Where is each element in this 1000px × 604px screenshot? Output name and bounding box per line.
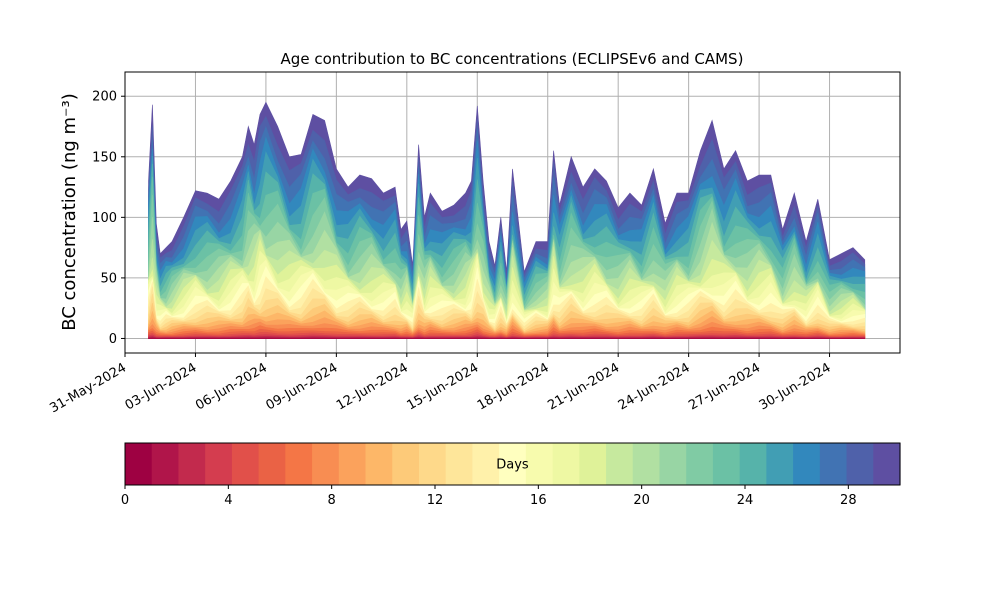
colorbar-swatch — [686, 443, 713, 485]
x-tick-label: 27-Jun-2024 — [686, 360, 763, 413]
y-tick-label: 150 — [92, 150, 117, 165]
colorbar-swatch — [366, 443, 393, 485]
y-axis-label: BC concentration (ng m⁻³) — [59, 93, 80, 331]
colorbar-swatch — [766, 443, 793, 485]
colorbar-swatch — [205, 443, 232, 485]
colorbar-swatch — [285, 443, 312, 485]
x-tick-label: 24-Jun-2024 — [616, 360, 693, 413]
x-tick-label: 06-Jun-2024 — [193, 360, 270, 413]
colorbar-swatch — [633, 443, 660, 485]
colorbar-swatch — [312, 443, 339, 485]
colorbar-swatch — [713, 443, 740, 485]
colorbar-swatch — [847, 443, 874, 485]
colorbar-swatch — [606, 443, 633, 485]
colorbar-tick-label: 12 — [427, 493, 444, 508]
colorbar-swatch — [446, 443, 473, 485]
colorbar-swatch — [125, 443, 152, 485]
y-tick-label: 100 — [92, 211, 117, 226]
x-tick-label: 30-Jun-2024 — [757, 360, 834, 413]
x-tick-label: 09-Jun-2024 — [264, 360, 341, 413]
colorbar-swatch — [419, 443, 446, 485]
stacked-age-areas — [149, 102, 865, 338]
x-tick-label: 03-Jun-2024 — [123, 360, 200, 413]
x-tick-label: 31-May-2024 — [47, 360, 129, 416]
x-tick-label: 21-Jun-2024 — [545, 360, 622, 413]
colorbar-label: Days — [496, 458, 529, 473]
colorbar-tick-label: 20 — [633, 493, 650, 508]
colorbar-tick-label: 4 — [224, 493, 232, 508]
colorbar-tick-label: 8 — [328, 493, 336, 508]
colorbar-swatch — [740, 443, 767, 485]
colorbar-tick-label: 16 — [530, 493, 547, 508]
colorbar-tick-label: 24 — [737, 493, 754, 508]
x-axis: 31-May-202403-Jun-202406-Jun-202409-Jun-… — [47, 353, 833, 416]
colorbar-swatch — [659, 443, 686, 485]
x-tick-label: 15-Jun-2024 — [404, 360, 481, 413]
colorbar-swatch — [820, 443, 847, 485]
y-tick-label: 50 — [100, 271, 117, 286]
colorbar-swatch — [526, 443, 553, 485]
colorbar: 0 4 8 12 16 20 24 28 Days — [121, 443, 901, 508]
colorbar-swatch — [178, 443, 205, 485]
colorbar-swatch — [579, 443, 606, 485]
x-tick-label: 12-Jun-2024 — [334, 360, 411, 413]
colorbar-swatch — [232, 443, 259, 485]
x-tick-label: 18-Jun-2024 — [475, 360, 552, 413]
y-tick-label: 0 — [109, 332, 117, 347]
colorbar-tick-label: 0 — [121, 493, 129, 508]
colorbar-swatch — [793, 443, 820, 485]
colorbar-swatch — [392, 443, 419, 485]
colorbar-tick-label: 28 — [840, 493, 857, 508]
colorbar-swatch — [259, 443, 286, 485]
y-tick-label: 200 — [92, 90, 117, 105]
colorbar-swatch — [339, 443, 366, 485]
y-axis: 0 50 100 150 200 — [92, 90, 125, 347]
colorbar-swatch — [152, 443, 179, 485]
colorbar-swatch — [873, 443, 900, 485]
colorbar-swatch — [553, 443, 580, 485]
chart-title: Age contribution to BC concentrations (E… — [281, 50, 744, 68]
